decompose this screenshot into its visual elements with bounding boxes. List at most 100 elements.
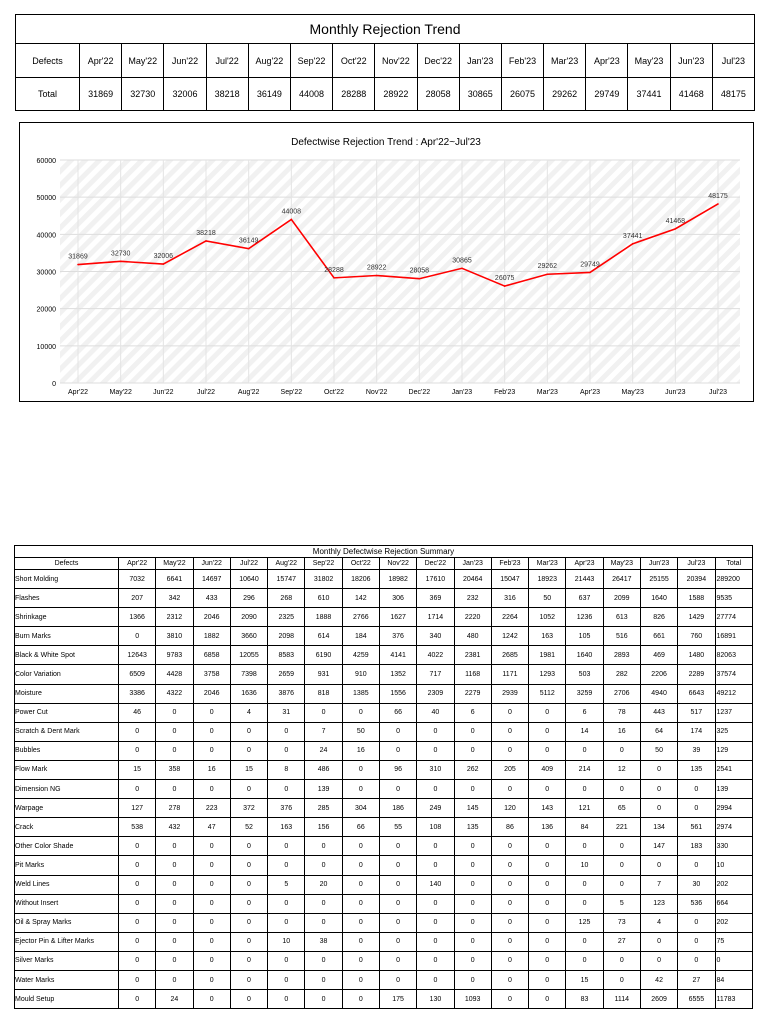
defect-value-cell: 1236 xyxy=(565,607,604,628)
defect-value-cell: 4 xyxy=(229,702,269,723)
trend-row-header-label: Defects xyxy=(15,43,80,78)
defect-value-cell: 1627 xyxy=(378,607,418,628)
defect-value-cell: 8 xyxy=(267,759,306,781)
summary-column-header: Apr'22 xyxy=(117,557,157,570)
defect-value-cell: 2098 xyxy=(267,626,306,647)
defect-value-cell: 1882 xyxy=(192,626,231,647)
defect-value-cell: 0 xyxy=(528,836,567,857)
defect-value-cell: 27 xyxy=(602,931,641,952)
defect-value-cell: 14 xyxy=(565,721,604,742)
defect-value-cell: 296 xyxy=(229,588,269,609)
defect-total-cell: 82063 xyxy=(714,645,753,666)
defect-value-cell: 0 xyxy=(155,893,194,914)
summary-column-header: Jul'22 xyxy=(229,557,269,570)
defect-value-cell: 0 xyxy=(490,950,530,971)
defect-value-cell: 16 xyxy=(602,721,641,742)
x-tick-label: Feb'23 xyxy=(494,389,515,396)
defect-value-cell: 0 xyxy=(453,779,492,800)
data-point xyxy=(162,263,165,265)
data-label: 44008 xyxy=(282,208,302,215)
defect-value-cell: 340 xyxy=(416,626,455,647)
summary-column-header: Oct'22 xyxy=(341,557,380,570)
defect-value-cell: 0 xyxy=(677,798,716,819)
defect-value-cell: 6641 xyxy=(155,568,194,590)
defect-value-cell: 0 xyxy=(192,893,231,914)
defect-value-cell: 232 xyxy=(453,588,492,609)
defect-value-cell: 1640 xyxy=(639,588,679,609)
defect-value-cell: 561 xyxy=(677,817,716,838)
defect-total-cell: 9535 xyxy=(714,588,753,609)
summary-row: Black & White Spot 12643 9783 6858 12055 8583… xyxy=(14,645,753,666)
summary-row: Moisture 3386 4322 2046 1636 3876 818 1385 1556 2… xyxy=(14,683,753,704)
defect-value-cell: 0 xyxy=(117,931,157,952)
summary-row: Crack 538 432 47 52 163 156 66 55 108 135 86 136 84 22… xyxy=(14,817,753,838)
summary-row: Flashes 207 342 433 296 268 610 142 306 369 232 316… xyxy=(14,588,753,609)
defect-value-cell: 0 xyxy=(267,836,306,857)
defect-name-cell: Dimension NG xyxy=(14,779,119,800)
data-point xyxy=(77,263,79,266)
defect-value-cell: 130 xyxy=(416,989,455,1010)
defect-value-cell: 1171 xyxy=(490,664,530,685)
defect-value-cell: 12 xyxy=(602,759,641,781)
defect-value-cell: 12643 xyxy=(117,645,157,666)
defect-value-cell: 2381 xyxy=(453,645,492,666)
defect-value-cell: 6190 xyxy=(304,645,343,666)
defect-value-cell: 4322 xyxy=(155,683,194,704)
defect-name-cell: Oil & Spray Marks xyxy=(14,912,119,933)
defect-value-cell: 6 xyxy=(565,702,604,723)
defect-value-cell: 120 xyxy=(490,798,530,819)
data-point xyxy=(333,277,335,279)
defect-value-cell: 2609 xyxy=(639,989,679,1010)
defect-value-cell: 0 xyxy=(378,836,418,857)
defect-value-cell: 0 xyxy=(639,779,679,800)
defect-value-cell: 105 xyxy=(565,626,604,647)
defect-value-cell: 0 xyxy=(155,931,194,952)
data-label: 29262 xyxy=(538,263,558,270)
defect-value-cell: 0 xyxy=(267,950,306,971)
summary-row: Ejector Pin & Lifter Marks 0 0 0 0 10 38 0 0 0 0 0 0… xyxy=(14,931,753,952)
defect-value-cell: 7032 xyxy=(117,568,157,590)
defect-value-cell: 0 xyxy=(378,893,418,914)
series-line xyxy=(77,203,719,287)
defect-value-cell: 0 xyxy=(378,931,418,952)
defect-total-cell: 16891 xyxy=(714,626,753,647)
defect-total-cell: 325 xyxy=(714,721,753,742)
defect-value-cell: 0 xyxy=(155,721,194,742)
defect-value-cell: 1114 xyxy=(602,989,641,1010)
defect-value-cell: 83 xyxy=(565,989,604,1010)
defect-value-cell: 163 xyxy=(528,626,567,647)
defect-value-cell: 0 xyxy=(453,836,492,857)
defect-value-cell: 0 xyxy=(528,874,567,895)
defect-value-cell: 0 xyxy=(416,893,455,914)
defect-value-cell: 0 xyxy=(117,912,157,933)
defect-value-cell: 0 xyxy=(490,989,530,1010)
defect-value-cell: 2046 xyxy=(192,683,231,704)
data-label: 38218 xyxy=(196,230,216,237)
defect-value-cell: 64 xyxy=(639,721,679,742)
defect-value-cell: 0 xyxy=(117,721,157,742)
defect-value-cell: 15047 xyxy=(490,568,530,590)
defect-value-cell: 0 xyxy=(490,779,530,800)
defect-value-cell: 50 xyxy=(639,740,679,761)
defect-total-cell: 289200 xyxy=(714,568,753,590)
defect-value-cell: 25155 xyxy=(639,568,679,590)
defect-total-cell: 129 xyxy=(714,740,753,761)
defect-value-cell: 1293 xyxy=(528,664,567,685)
summary-column-header: Mar'23 xyxy=(528,557,567,570)
summary-row: Pit Marks 0 0 0 0 0 0 0 0 0 0 0 0 10 0 0 0 10 xyxy=(14,855,753,876)
defect-value-cell: 0 xyxy=(453,874,492,895)
summary-header-row: Defects Apr'22 May'22 Jun'22 Jul'22 Aug'22 Sep… xyxy=(14,557,753,570)
defect-value-cell: 0 xyxy=(117,779,157,800)
trend-total-cell: 44008 xyxy=(289,77,334,111)
defect-value-cell: 3386 xyxy=(117,683,157,704)
defect-value-cell: 6858 xyxy=(192,645,231,666)
defect-value-cell: 163 xyxy=(267,817,306,838)
defect-value-cell: 316 xyxy=(490,588,530,609)
defect-value-cell: 376 xyxy=(378,626,418,647)
defect-value-cell: 469 xyxy=(639,645,679,666)
defect-value-cell: 372 xyxy=(229,798,269,819)
defect-value-cell: 0 xyxy=(192,989,231,1010)
defect-value-cell: 0 xyxy=(192,950,231,971)
defect-value-cell: 7398 xyxy=(229,664,269,685)
defect-value-cell: 0 xyxy=(528,779,567,800)
